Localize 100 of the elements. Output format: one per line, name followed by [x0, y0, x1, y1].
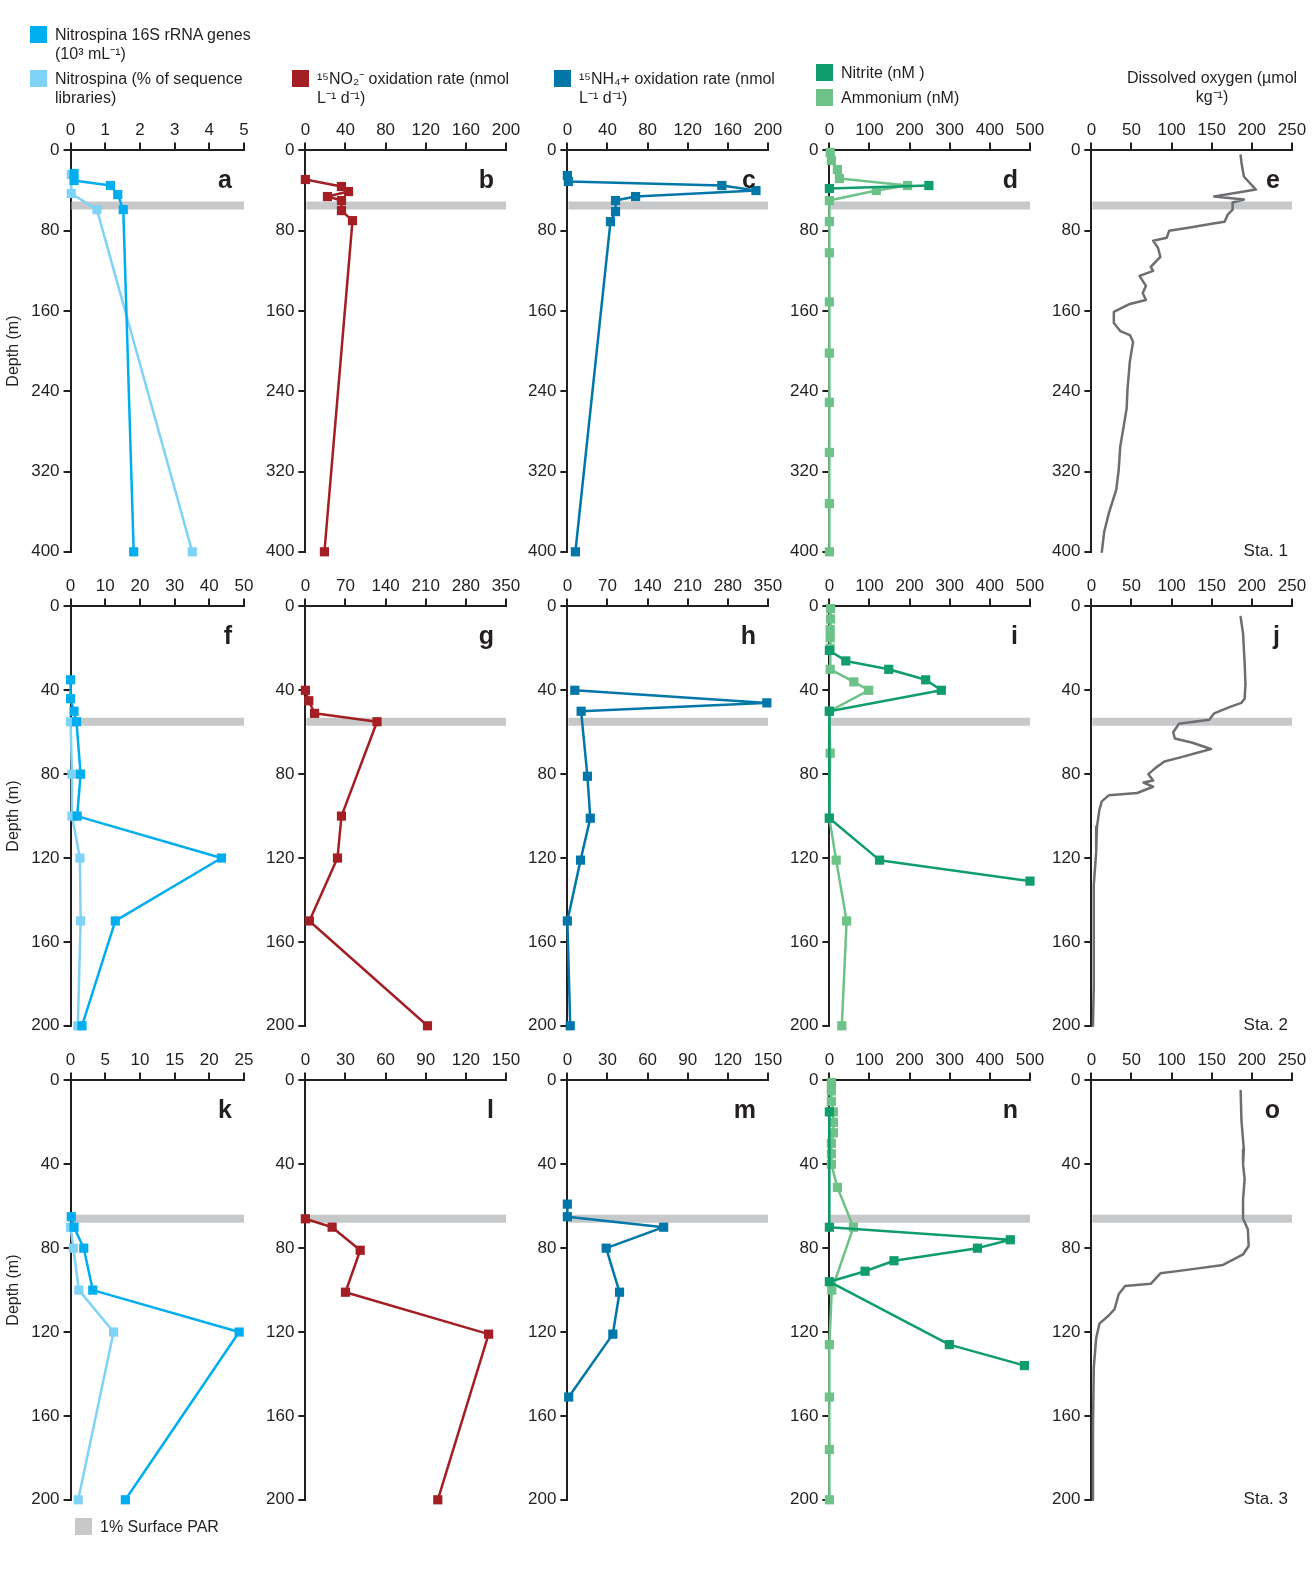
x-tick-label: 0: [562, 119, 573, 139]
y-tick-label: 320: [265, 461, 295, 481]
y-tick-label: 240: [265, 380, 295, 400]
y-tick-label: 240: [31, 380, 60, 400]
x-tick-label: 30: [598, 1049, 617, 1069]
point: [824, 1444, 834, 1455]
y-tick-label: 240: [527, 380, 557, 400]
text: b: [478, 164, 494, 193]
point: [837, 1021, 847, 1031]
y-tick-label: 200: [1051, 1489, 1081, 1509]
point: [824, 217, 834, 227]
point: [92, 205, 102, 215]
text: i: [1011, 620, 1018, 649]
y-tick-label: 160: [1051, 931, 1081, 951]
x-axis-title: Dissolved oxygen (µmol kg⁻¹): [1125, 68, 1299, 106]
x-tick-label: 50: [1122, 1049, 1141, 1069]
y-tick-label: 160: [789, 1405, 819, 1425]
point: [67, 769, 77, 779]
text: a: [218, 164, 234, 193]
x-tick-label: 500: [1015, 575, 1045, 595]
y-tick-label: 40: [40, 1153, 60, 1173]
point: [129, 547, 139, 557]
y-tick-label: 120: [1051, 1321, 1081, 1341]
point: [1019, 1361, 1029, 1371]
point: [824, 183, 834, 194]
y-tick-label: 200: [789, 1015, 819, 1035]
x-tick-label: 150: [1197, 575, 1226, 595]
y-tick-label: 320: [31, 461, 60, 481]
y-tick-label: 40: [537, 1153, 557, 1173]
point: [614, 1287, 625, 1297]
y-tick-label: 320: [789, 461, 819, 481]
x-tick-label: 0: [1086, 575, 1097, 595]
y-tick-label: 0: [284, 140, 295, 160]
y-tick-label: 120: [527, 847, 557, 867]
legend-label: Nitrospina 16S rRNA genes (10³ mL⁻¹): [55, 25, 252, 63]
y-tick-label: 40: [537, 679, 557, 699]
text: d: [1002, 164, 1018, 193]
point: [849, 677, 859, 687]
text: k: [218, 1094, 233, 1123]
y-tick-label: 160: [31, 300, 60, 320]
y-tick-label: 120: [527, 1321, 557, 1341]
point: [319, 547, 330, 557]
point: [332, 853, 343, 863]
x-tick-label: 350: [491, 575, 521, 595]
annotation: Sta. 1: [1243, 540, 1288, 560]
x-tick-label: 200: [1237, 119, 1267, 139]
x-tick-label: 0: [1086, 119, 1097, 139]
point: [484, 1329, 494, 1339]
point: [831, 855, 841, 865]
point: [565, 1021, 575, 1031]
x-tick-label: 0: [65, 119, 76, 139]
y-tick-label: 400: [31, 541, 60, 561]
y-tick-label: 200: [527, 1015, 557, 1035]
y-tick-label: 200: [31, 1489, 60, 1509]
x-tick-label: 30: [165, 575, 185, 595]
text: l: [487, 1094, 494, 1123]
y-tick-label: 80: [1061, 1237, 1081, 1257]
y-tick-label: 40: [1061, 679, 1081, 699]
point: [570, 685, 580, 695]
point: [336, 195, 347, 206]
point: [562, 1199, 572, 1209]
x-tick-label: 0: [824, 1049, 835, 1069]
point: [300, 1214, 310, 1224]
y-tick-label: 40: [40, 679, 60, 699]
point: [889, 1256, 899, 1266]
text: g: [478, 620, 494, 649]
point: [562, 916, 572, 926]
x-tick-label: 15: [165, 1049, 185, 1069]
y-tick-label: 400: [265, 541, 295, 561]
point: [826, 1086, 836, 1096]
x-tick-label: 400: [975, 119, 1005, 139]
point: [74, 1285, 84, 1295]
y-tick-label: 80: [799, 763, 819, 783]
point: [827, 1285, 837, 1295]
point: [874, 855, 885, 865]
point: [824, 1340, 834, 1350]
point: [72, 811, 82, 821]
y-tick-label: 120: [265, 847, 295, 867]
x-tick-label: 0: [824, 119, 835, 139]
x-tick-label: 3: [169, 119, 180, 139]
x-tick-label: 120: [713, 1049, 743, 1069]
text: e: [1266, 164, 1281, 193]
y-tick-label: 40: [275, 679, 295, 699]
point: [300, 685, 310, 695]
text: j: [1272, 620, 1280, 649]
x-tick-label: 200: [895, 119, 924, 139]
x-tick-label: 70: [336, 575, 355, 595]
y-tick-label: 0: [1070, 1070, 1081, 1090]
point: [824, 248, 834, 258]
x-tick-label: 500: [1015, 1049, 1045, 1069]
point: [372, 717, 382, 727]
point: [562, 1212, 572, 1222]
y-tick-label: 0: [50, 596, 60, 616]
point: [826, 155, 836, 166]
x-tick-label: 200: [753, 119, 783, 139]
y-tick-label: 160: [265, 300, 295, 320]
legend-label: 1% Surface PAR: [100, 1517, 219, 1536]
y-tick-label: 160: [31, 1405, 60, 1425]
point: [327, 1222, 337, 1232]
y-tick-label: 240: [789, 380, 819, 400]
